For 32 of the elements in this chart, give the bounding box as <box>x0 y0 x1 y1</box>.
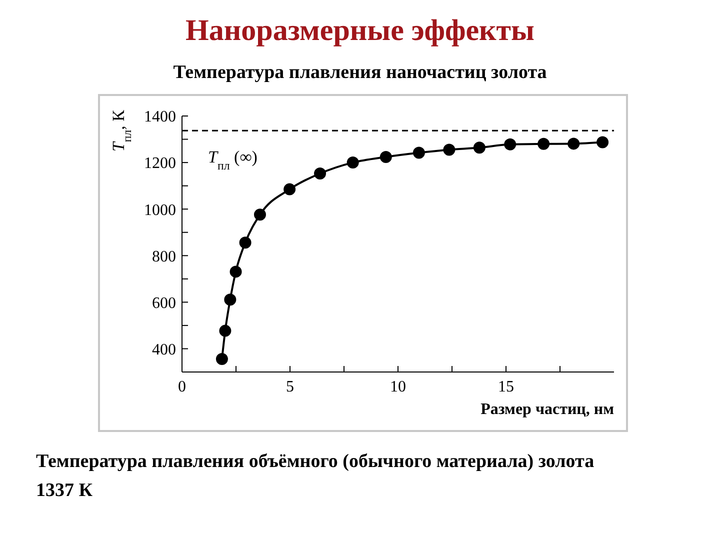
point <box>314 167 326 180</box>
point <box>284 183 296 196</box>
y-tick-label: 400 <box>152 341 176 358</box>
x-axis-title: Размер частиц, нм <box>480 401 614 418</box>
chart-subtitle: Температура плавления наночастиц золота <box>172 62 548 84</box>
ref-line-label: T$_{пл}$ (∞) <box>208 148 258 173</box>
text: Температура плавления объёмного (обычного материала) золота 1337 К <box>36 450 596 502</box>
x-tick-label: 5 <box>286 378 294 396</box>
y-tick-label: 600 <box>152 294 176 312</box>
y-tick-label: 1200 <box>144 155 176 172</box>
y-tick-label: 1400 <box>144 108 176 126</box>
x-tick-label: 15 <box>498 378 514 396</box>
point <box>380 150 392 163</box>
y-tick-label: 800 <box>152 248 176 266</box>
point <box>443 144 456 156</box>
point <box>230 266 242 278</box>
point <box>412 146 425 159</box>
x-tick-label: 10 <box>390 378 406 396</box>
point <box>219 324 232 337</box>
point <box>538 138 550 150</box>
point <box>568 138 580 150</box>
point <box>224 294 236 306</box>
point <box>473 142 486 154</box>
point <box>254 208 266 221</box>
chart-title: Наноразмерные эффекты <box>184 14 536 48</box>
point <box>239 236 252 249</box>
x-tick-label: 0 <box>178 378 186 396</box>
point <box>216 352 228 365</box>
y-tick-label: 1000 <box>144 202 176 219</box>
point <box>596 136 609 148</box>
point <box>504 138 516 150</box>
point <box>346 156 359 169</box>
